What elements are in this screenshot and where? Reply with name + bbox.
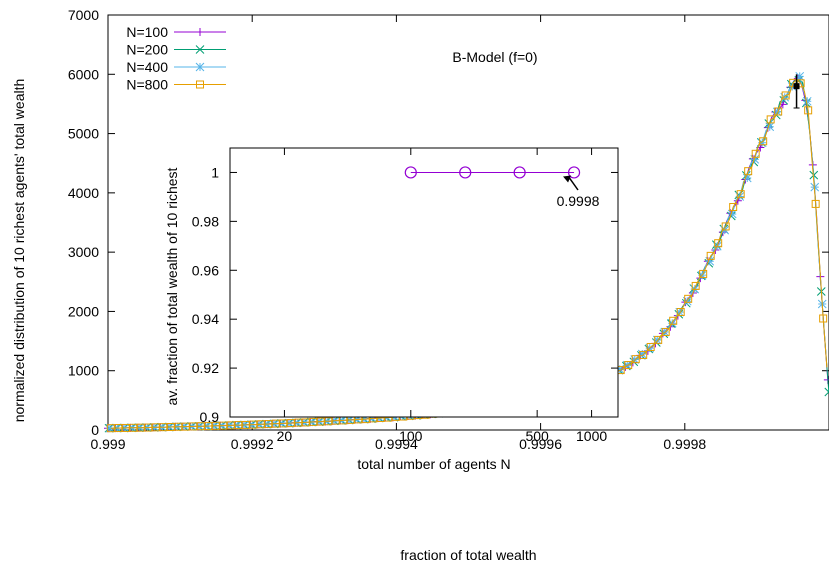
y-tick-label: 3000 [68,244,99,260]
inset-data-point [459,166,472,179]
data-point [757,138,767,148]
data-point [654,335,663,344]
x-tick-label: 0.999 [90,436,125,452]
inset-data-point [404,166,417,179]
data-point [105,423,115,433]
data-point [804,106,813,115]
data-point [774,107,783,116]
data-point [751,149,760,158]
data-point [631,355,640,364]
inset-y-tick-label: 0.94 [192,311,219,327]
x-axis-label: fraction of total wealth [400,547,536,563]
inset-x-tick-label: 100 [399,428,423,444]
x-tick-label: 0.9998 [663,436,706,452]
data-point [682,296,692,306]
legend-marker [195,62,205,72]
data-point [624,361,633,370]
data-point [726,211,736,221]
y-tick-label: 1000 [68,363,99,379]
inset-y-tick-label: 0.98 [192,213,219,229]
inset-data-point [567,166,581,179]
y-tick-label: 2000 [68,303,99,319]
x-tick-label: 0.9996 [519,436,562,452]
data-point [669,316,678,325]
inset-x-tick-label: 1000 [576,428,607,444]
data-point [766,115,775,124]
plot-annotation: B-Model (f=0) [452,49,537,65]
y-tick-label: 0 [91,422,99,438]
inset-data-point [513,166,526,179]
data-point [765,122,775,132]
y-axis-label: normalized distribution of 10 richest ag… [11,79,27,423]
main-plot-frame [107,14,829,431]
y-tick-label: 4000 [68,185,99,201]
data-point [811,199,820,208]
inset-y-axis-label: av. fraction of total wealth of 10 riche… [164,167,180,405]
inset-plot: 20 100 500 1000 0.9 0.92 0.94 0.96 0.98 1 total nu… [164,147,619,472]
data-point [802,96,812,106]
legend-label: N=100 [126,24,168,40]
inset-frame [229,147,619,418]
inset-arrow [568,177,579,191]
data-point [637,349,647,359]
x-tick-label: 0.9994 [375,436,418,452]
error-bar-point [793,83,800,90]
inset-x-axis-label: total number of agents N [357,456,510,472]
data-point [676,308,685,317]
legend-marker [195,45,205,54]
y-tick-label: 7000 [68,7,99,23]
legend-marker [196,28,204,36]
inset-y-tick-label: 0.9 [200,409,220,425]
legend-label: N=200 [126,42,168,58]
y-tick-label: 5000 [68,126,99,142]
data-point [646,342,655,351]
inset-y-tick-label: 0.96 [192,262,219,278]
data-point [699,269,708,278]
data-point [795,71,805,81]
data-point [714,239,723,248]
legend-marker [196,80,204,89]
inset-x-tick-label: 500 [525,428,549,444]
legend-label: N=800 [126,77,168,93]
data-point [721,222,730,231]
data-point [742,173,752,183]
data-point [639,350,648,359]
data-point [780,92,790,102]
inset-x-tick-label: 20 [277,428,293,444]
data-point [727,209,737,219]
data-point [736,190,745,199]
data-point [661,327,670,336]
data-point [781,91,790,100]
data-point [772,107,782,117]
y-tick-label: 6000 [68,66,99,82]
data-point [706,251,715,260]
inset-arrow-head [563,175,572,183]
data-point [652,335,662,345]
data-point [705,256,715,266]
inset-y-tick-label: 1 [211,164,219,180]
data-point [615,364,625,374]
data-point [744,167,753,176]
inset-y-tick-label: 0.92 [192,360,219,376]
data-point [729,203,738,212]
data-point [759,137,768,146]
inset-annotation: 0.9998 [557,193,600,209]
data-point [819,314,828,323]
data-point [750,154,760,164]
data-point [684,294,693,303]
data-point [691,281,700,290]
legend-label: N=400 [126,59,168,75]
x-tick-label: 0.9992 [231,436,274,452]
data-point [675,307,685,317]
